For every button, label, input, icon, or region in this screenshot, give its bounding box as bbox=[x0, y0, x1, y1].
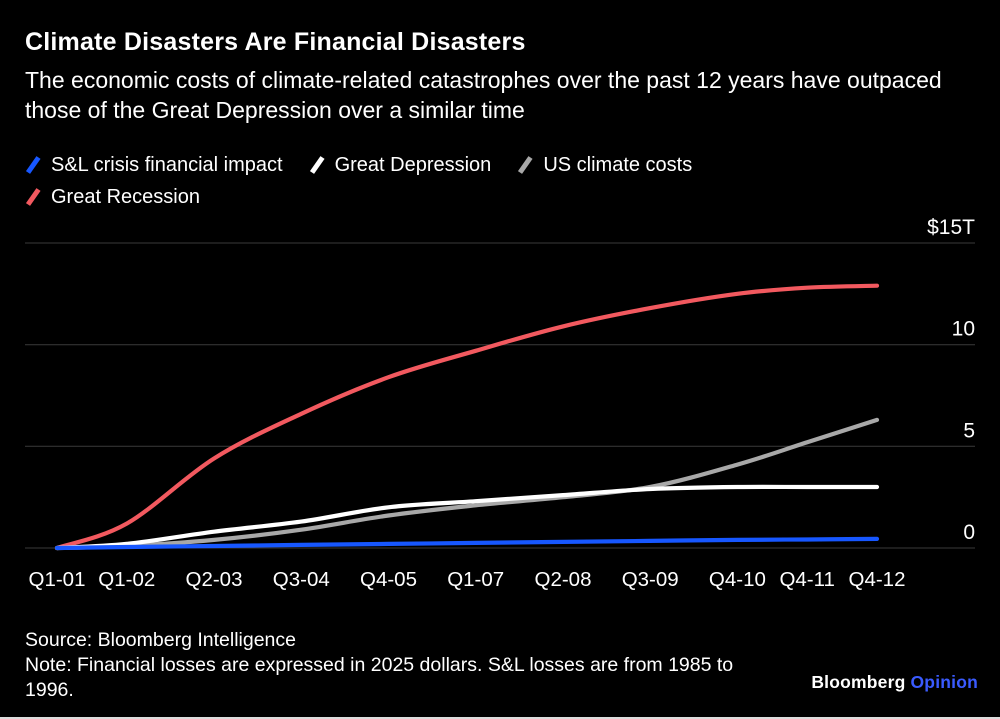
chart-area: $15T 10 5 0 Q1-01 Q1-02 Q2-03 Q3-04 Q4-05 Q1-07 Q2… bbox=[0, 212, 1000, 612]
legend-swatch-icon bbox=[25, 156, 41, 174]
x-tick-label: Q4-12 bbox=[849, 568, 906, 591]
legend-swatch-icon bbox=[25, 188, 41, 206]
legend-label: US climate costs bbox=[543, 153, 693, 176]
x-tick-label: Q4-05 bbox=[360, 568, 417, 591]
line-chart: $15T 10 5 0 Q1-01 Q1-02 Q2-03 Q3-04 Q4-05 Q1-07 Q2… bbox=[25, 216, 975, 591]
legend-label: S&L crisis financial impact bbox=[51, 153, 283, 176]
x-tick-label: Q1-01 bbox=[29, 568, 86, 591]
brand-logo: Bloomberg Opinion bbox=[811, 672, 978, 693]
x-tick-label: Q2-08 bbox=[535, 568, 592, 591]
legend-label: Great Recession bbox=[51, 185, 200, 208]
x-tick-label: Q1-02 bbox=[98, 568, 155, 591]
chart-footer: Source: Bloomberg Intelligence Note: Fin… bbox=[25, 628, 780, 703]
y-tick-label: 5 bbox=[963, 419, 975, 442]
legend-item-us-climate-costs: US climate costs bbox=[517, 150, 692, 180]
series-line-us-climate-costs bbox=[54, 417, 880, 551]
series-line-great-recession bbox=[54, 283, 880, 551]
legend-item-s-l-crisis-financial-impact: S&L crisis financial impact bbox=[25, 150, 283, 180]
y-tick-label: 10 bbox=[952, 318, 975, 341]
x-tick-label: Q2-03 bbox=[186, 568, 243, 591]
y-tick-label: 0 bbox=[963, 521, 975, 544]
y-tick-label: $15T bbox=[927, 216, 975, 239]
chart-subtitle: The economic costs of climate-related ca… bbox=[25, 67, 942, 123]
note-text: Note: Financial losses are expressed in … bbox=[25, 654, 734, 701]
source-text: Source: Bloomberg Intelligence bbox=[25, 629, 296, 651]
legend-label: Great Depression bbox=[334, 153, 492, 176]
series-line-great-depression bbox=[54, 484, 880, 551]
bottom-divider bbox=[0, 717, 1000, 719]
legend-item-great-depression: Great Depression bbox=[309, 150, 492, 180]
x-tick-label: Q4-10 bbox=[709, 568, 766, 591]
x-tick-label: Q3-09 bbox=[622, 568, 679, 591]
x-tick-label: Q1-07 bbox=[447, 568, 504, 591]
x-tick-label: Q4-11 bbox=[779, 568, 834, 591]
brand-bloomberg: Bloomberg bbox=[811, 672, 906, 692]
brand-opinion: Opinion bbox=[910, 672, 978, 692]
legend: S&L crisis financial impact Great Depress… bbox=[25, 150, 815, 212]
legend-item-great-recession: Great Recession bbox=[25, 182, 200, 212]
x-tick-label: Q3-04 bbox=[273, 568, 330, 591]
legend-swatch-icon bbox=[518, 156, 533, 174]
chart-header: Climate Disasters Are Financial Disaster… bbox=[25, 28, 970, 125]
legend-swatch-icon bbox=[309, 156, 325, 174]
page-title: Climate Disasters Are Financial Disaster… bbox=[25, 28, 526, 56]
series-line-s-l-crisis-financial-impact bbox=[54, 536, 880, 551]
